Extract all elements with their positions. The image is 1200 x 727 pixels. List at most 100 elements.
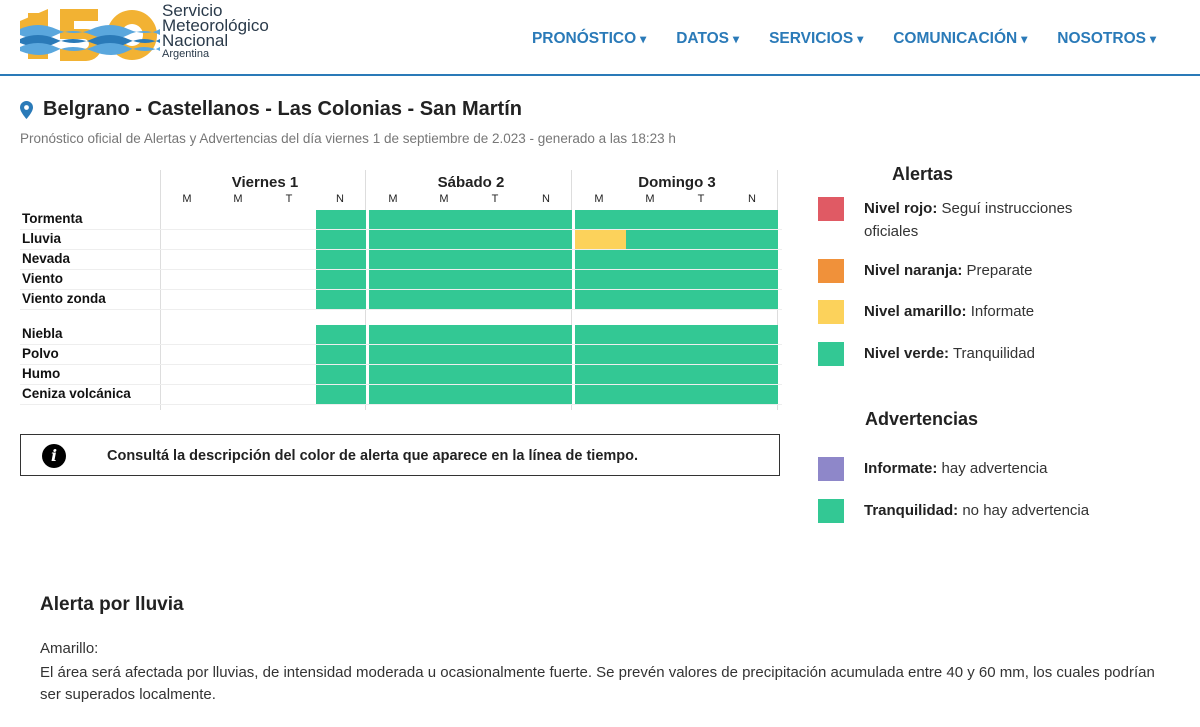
timeline-cell-green[interactable]: [420, 290, 471, 309]
timeline-cell-green[interactable]: [575, 210, 626, 229]
timeline-cell-green[interactable]: [522, 290, 572, 309]
row-label: Humo: [22, 366, 61, 381]
timeline-cell-green[interactable]: [420, 385, 471, 404]
column-separator: [160, 170, 161, 410]
timeline-cell-green[interactable]: [369, 210, 420, 229]
nav-nosotros[interactable]: NOSOTROS ▾: [1057, 30, 1156, 47]
timeline-cell-green[interactable]: [420, 345, 471, 364]
legend-item: Nivel verde: Tranquilidad: [818, 342, 1178, 366]
brand-name[interactable]: Servicio Meteorológico Nacional Argentin…: [162, 1, 269, 60]
timeline-cell-green[interactable]: [420, 250, 471, 269]
timeline-cell-green[interactable]: [728, 365, 778, 384]
timeline-cell-green[interactable]: [369, 365, 420, 384]
timeline-cell-green[interactable]: [522, 270, 572, 289]
timeline-cell-green[interactable]: [369, 325, 420, 344]
smn-150-logo[interactable]: [20, 3, 160, 63]
timeline-cell-green[interactable]: [471, 230, 522, 249]
timeline-cell-green[interactable]: [316, 325, 366, 344]
timeline-cell-green[interactable]: [316, 210, 366, 229]
timeline-cell-green[interactable]: [677, 270, 728, 289]
timeline-cell-green[interactable]: [575, 365, 626, 384]
nav-servicios[interactable]: SERVICIOS ▾: [769, 30, 864, 47]
site-header: Servicio Meteorológico Nacional Argentin…: [0, 0, 1200, 76]
caret-down-icon: ▾: [733, 32, 740, 46]
timeline-cell-green[interactable]: [471, 270, 522, 289]
timeline-cell-green[interactable]: [626, 385, 677, 404]
timeline-cell-green[interactable]: [677, 230, 728, 249]
timeline-cell-green[interactable]: [420, 230, 471, 249]
timeline-cell-green[interactable]: [728, 210, 778, 229]
timeline-cell-green[interactable]: [677, 345, 728, 364]
timeline-cell-green[interactable]: [575, 345, 626, 364]
timeline-cell-green[interactable]: [369, 270, 420, 289]
timeline-cell-green[interactable]: [471, 385, 522, 404]
timeline-cell-green[interactable]: [626, 230, 677, 249]
timeline-cell-green[interactable]: [369, 290, 420, 309]
timeline-cell-green[interactable]: [522, 365, 572, 384]
brand-line: Servicio: [162, 1, 223, 20]
row-label: Tormenta: [22, 211, 83, 226]
nav-pronostico[interactable]: PRONÓSTICO ▾: [531, 30, 647, 47]
timeline-cell-green[interactable]: [728, 230, 778, 249]
timeline-cell-green[interactable]: [522, 230, 572, 249]
timeline-cell-green[interactable]: [626, 290, 677, 309]
row-divider: [20, 364, 782, 365]
slot-header: N: [748, 193, 756, 205]
timeline-cell-green[interactable]: [677, 290, 728, 309]
timeline-cell-green[interactable]: [369, 230, 420, 249]
timeline-cell-green[interactable]: [728, 290, 778, 309]
timeline-cell-green[interactable]: [575, 290, 626, 309]
timeline-cell-green[interactable]: [677, 250, 728, 269]
timeline-cell-green[interactable]: [677, 325, 728, 344]
timeline-cell-green[interactable]: [522, 385, 572, 404]
timeline-cell-green[interactable]: [316, 250, 366, 269]
nav-datos[interactable]: DATOS ▾: [676, 30, 740, 47]
timeline-cell-green[interactable]: [626, 365, 677, 384]
timeline-cell-green[interactable]: [471, 290, 522, 309]
timeline-cell-green[interactable]: [471, 365, 522, 384]
timeline-cell-green[interactable]: [316, 270, 366, 289]
timeline-cell-green[interactable]: [522, 250, 572, 269]
timeline-cell-green[interactable]: [471, 250, 522, 269]
timeline-cell-yellow[interactable]: [575, 230, 626, 249]
timeline-cell-green[interactable]: [522, 210, 572, 229]
alert-title: Alerta por lluvia: [40, 594, 184, 615]
timeline-cell-green[interactable]: [420, 365, 471, 384]
timeline-cell-green[interactable]: [369, 250, 420, 269]
timeline-cell-green[interactable]: [316, 385, 366, 404]
timeline-cell-green[interactable]: [677, 365, 728, 384]
timeline-cell-green[interactable]: [420, 325, 471, 344]
timeline-cell-green[interactable]: [677, 385, 728, 404]
timeline-cell-green[interactable]: [471, 325, 522, 344]
timeline-cell-green[interactable]: [728, 250, 778, 269]
timeline-cell-green[interactable]: [626, 325, 677, 344]
timeline-cell-green[interactable]: [728, 325, 778, 344]
timeline-cell-green[interactable]: [420, 210, 471, 229]
timeline-cell-green[interactable]: [316, 230, 366, 249]
timeline-cell-green[interactable]: [522, 345, 572, 364]
timeline-cell-green[interactable]: [316, 365, 366, 384]
timeline-cell-green[interactable]: [728, 385, 778, 404]
nav-comunicacion[interactable]: COMUNICACIÓN ▾: [893, 30, 1028, 47]
timeline-cell-green[interactable]: [575, 385, 626, 404]
page-title: Belgrano - Castellanos - Las Colonias - …: [43, 98, 522, 120]
timeline-cell-green[interactable]: [316, 290, 366, 309]
timeline-cell-green[interactable]: [369, 385, 420, 404]
timeline-cell-green[interactable]: [728, 270, 778, 289]
slot-header: M: [182, 193, 192, 205]
timeline-cell-green[interactable]: [575, 270, 626, 289]
timeline-cell-green[interactable]: [677, 210, 728, 229]
timeline-cell-green[interactable]: [575, 250, 626, 269]
timeline-cell-green[interactable]: [369, 345, 420, 364]
timeline-cell-green[interactable]: [471, 345, 522, 364]
timeline-cell-green[interactable]: [522, 325, 572, 344]
timeline-cell-green[interactable]: [626, 250, 677, 269]
timeline-cell-green[interactable]: [626, 270, 677, 289]
timeline-cell-green[interactable]: [420, 270, 471, 289]
timeline-cell-green[interactable]: [316, 345, 366, 364]
timeline-cell-green[interactable]: [626, 210, 677, 229]
timeline-cell-green[interactable]: [575, 325, 626, 344]
timeline-cell-green[interactable]: [728, 345, 778, 364]
timeline-cell-green[interactable]: [471, 210, 522, 229]
timeline-cell-green[interactable]: [626, 345, 677, 364]
